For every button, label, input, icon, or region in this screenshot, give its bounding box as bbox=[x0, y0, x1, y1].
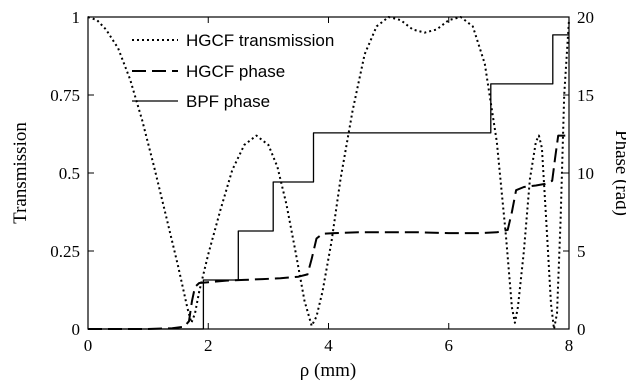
y-right-tick-label: 15 bbox=[577, 86, 594, 105]
y-left-tick-label: 0 bbox=[72, 320, 81, 339]
x-tick-label: 2 bbox=[204, 336, 213, 355]
legend: HGCF transmission HGCF phase BPF phase bbox=[132, 31, 334, 111]
series-line-hgcf-phase bbox=[88, 134, 569, 330]
legend-label-bpf-phase: BPF phase bbox=[186, 92, 270, 111]
y-left-tick-label: 1 bbox=[72, 8, 81, 27]
y-left-tick-label: 0.5 bbox=[59, 164, 80, 183]
x-axis-ticks: 0 2 4 6 8 bbox=[84, 17, 574, 355]
x-tick-label: 0 bbox=[84, 336, 93, 355]
y-left-tick-label: 0.75 bbox=[50, 86, 80, 105]
left-y-axis-ticks: 0 0.25 0.5 0.75 1 bbox=[50, 8, 94, 339]
y-right-tick-label: 10 bbox=[577, 164, 594, 183]
legend-label-hgcf-transmission: HGCF transmission bbox=[186, 31, 334, 50]
x-tick-label: 6 bbox=[445, 336, 454, 355]
y-left-tick-label: 0.25 bbox=[50, 242, 80, 261]
y-right-tick-label: 20 bbox=[577, 8, 594, 27]
legend-label-hgcf-phase: HGCF phase bbox=[186, 62, 285, 81]
plot-frame bbox=[87, 16, 570, 330]
y-right-tick-label: 0 bbox=[577, 320, 586, 339]
x-axis-title: ρ (mm) bbox=[300, 360, 356, 381]
y-right-tick-label: 5 bbox=[577, 242, 586, 261]
left-y-axis-title: Transmission bbox=[10, 122, 31, 224]
x-tick-label: 4 bbox=[324, 336, 333, 355]
right-y-axis-ticks: 0 5 10 15 20 bbox=[563, 8, 594, 339]
right-y-axis-title: Phase (rad) bbox=[611, 130, 626, 216]
series-layer bbox=[87, 16, 570, 330]
series-line-bpf-phase bbox=[88, 34, 569, 330]
series-line-hgcf-transmission bbox=[87, 16, 570, 330]
x-tick-label: 8 bbox=[565, 336, 574, 355]
